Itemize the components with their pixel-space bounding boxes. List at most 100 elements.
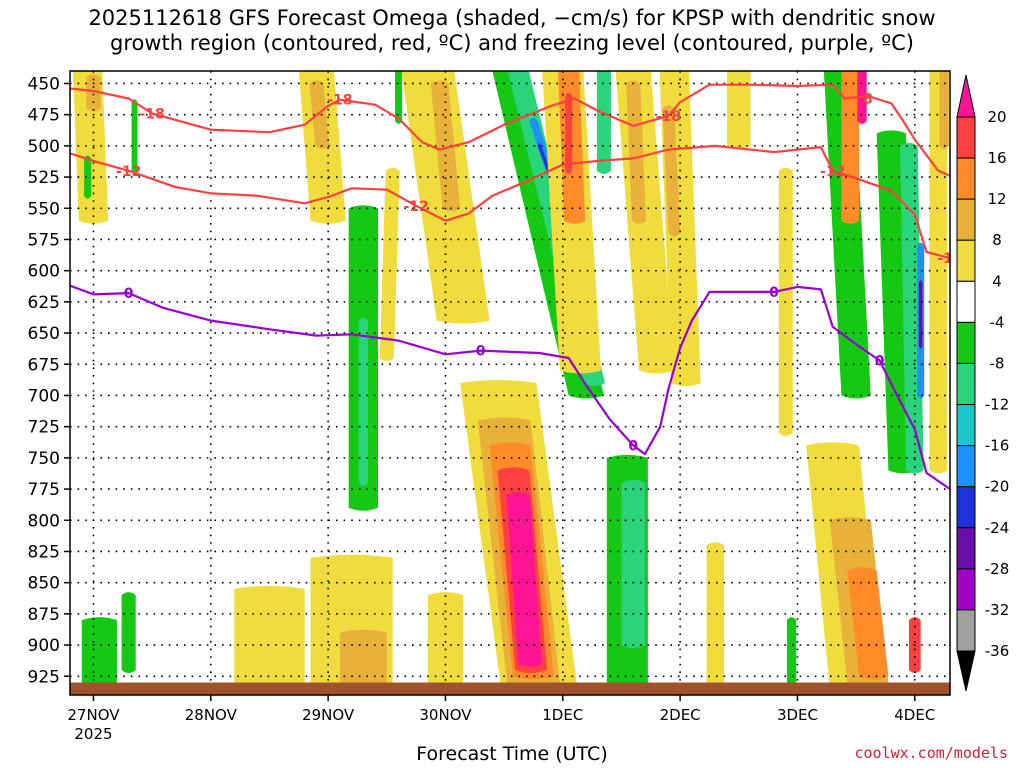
y-tick-label-900: 900 [28,636,60,656]
y-tick-label-650: 650 [28,324,60,344]
shade-orange-early-top [86,74,101,112]
colorbar-cap-top [956,74,976,118]
axes: 450 475 500 525 550 575 600 625 650 675 700 725 750 7… [28,70,951,743]
svg-text:-18: -18 [327,93,352,109]
shade-green-low-day0 [81,617,117,692]
contour-lines: -18 -18 -18 -12 -12 -12 -12 0 0 0 0 0 8 [70,83,962,491]
contour-label-minus12-c: -12 [820,164,845,180]
chart-title: 2025112618 GFS Forecast Omega (shaded, −… [88,6,936,55]
y-tick-label-450: 450 [28,74,60,94]
svg-text:-12: -12 [820,164,845,180]
shade-purple-right [918,280,923,349]
shade-yellow-day2-b [379,167,400,362]
shade-teal-day45 [596,71,611,174]
contour-label-zero-e: 0 [875,354,885,370]
x-tick-label-29NOV: 29NOV [302,706,355,724]
colorbar-label-1: 16 [987,149,1006,167]
colorbar-swatch-5 [956,321,976,364]
shade-yellow-day52 [706,542,725,692]
shade-teal-day2 [358,317,369,486]
shade-pink-plume [506,492,542,667]
x-axis-title: Forecast Time (UTC) [416,743,608,765]
colorbar-swatch-12 [956,609,976,652]
terrain-strip [70,682,950,695]
x-tick-label-30NOV: 30NOV [419,706,472,724]
x-tick-label-3DEC: 3DEC [777,706,818,724]
colorbar-label-5: -4 [990,313,1005,331]
colorbar-label-2: 12 [987,190,1006,208]
y-tick-label-850: 850 [28,574,60,594]
colorbar-swatch-1 [956,157,976,200]
colorbar-swatch-8 [956,445,976,488]
colorbar-label-10: -24 [985,519,1010,537]
colorbar-label-11: -28 [985,560,1010,578]
colorbar-label-12: -32 [985,601,1010,619]
colorbar-swatch-4 [956,280,976,323]
shade-orange-day45 [626,80,647,224]
colorbar-label-13: -36 [985,642,1010,660]
colorbar-swatch-0 [956,116,976,159]
svg-text:-18: -18 [656,109,681,125]
contour-label-minus12-b: -12 [403,199,428,215]
colorbar-label-7: -12 [985,396,1010,414]
contour-label-minus12-a: -12 [116,164,141,180]
x-tick-label-28NOV: 28NOV [185,706,238,724]
y-tick-label-625: 625 [28,293,60,313]
colorbar-label-9: -20 [985,478,1010,496]
contour-label-zero-b: 0 [476,344,486,360]
y-tick-label-675: 675 [28,355,60,375]
shade-teal-low-dec1 [621,479,645,649]
shade-green-day0-b [84,155,92,199]
y-tick-label-575: 575 [28,230,60,250]
shade-green-day3 [395,71,403,124]
shade-green-right-a [823,71,871,399]
contour-1 [70,144,950,260]
contour-label-zero-c: 0 [628,438,638,454]
svg-text:0: 0 [476,344,486,360]
shade-orange-day2 [309,80,330,149]
svg-text:0: 0 [628,438,638,454]
colorbar-swatch-10 [956,527,976,570]
shade-green-low-day0-b [121,592,136,674]
contour-label-zero-a: 0 [124,286,134,302]
colorbar-label-0: 20 [987,108,1006,126]
contour-0 [70,83,950,177]
colorbar-swatch-3 [956,239,976,282]
x-tick-label-4DEC: 4DEC [894,706,935,724]
shade-orange-right [939,71,949,149]
y-tick-label-550: 550 [28,199,60,219]
contour-label-minus12-d: -12 [937,251,962,267]
x-tick-label-2DEC: 2DEC [660,706,701,724]
contour-label-minus18-a: -18 [139,106,164,122]
contour-label-8: 8 [863,91,873,107]
svg-text:-12: -12 [403,199,428,215]
y-tick-label-525: 525 [28,168,60,188]
colorbar-swatch-2 [956,198,976,241]
shade-red-day4 [565,92,573,174]
y-tick-label-825: 825 [28,542,60,562]
colorbar-label-8: -16 [985,437,1010,455]
colorbar-swatch-7 [956,404,976,447]
svg-text:-12: -12 [116,164,141,180]
y-tick-label-750: 750 [28,449,60,469]
colorbar-swatch-6 [956,362,976,406]
colorbar-swatch-11 [956,568,976,611]
y-tick-label-475: 475 [28,106,60,126]
svg-text:-12: -12 [937,251,962,267]
y-tick-label-500: 500 [28,137,60,157]
svg-text:0: 0 [124,286,134,302]
colorbar-swatch-9 [956,486,976,529]
contour-label-zero-d: 0 [769,285,779,301]
shade-orange-right-a [841,71,860,224]
contour-label-minus18-b: -18 [327,93,352,109]
shade-orange-day3 [430,80,461,212]
svg-text:-18: -18 [139,106,164,122]
y-tick-label-875: 875 [28,605,60,625]
credit-link[interactable]: coolwx.com/models [854,744,1008,762]
contour-label-minus18-c: -18 [656,109,681,125]
y-tick-label-775: 775 [28,480,60,500]
svg-text:0: 0 [875,354,885,370]
shade-green-right-low [786,617,797,692]
colorbar: 20 16 12 8 4 -4 -8 -12 -16 -20 -24 -28 -32 -36 [956,74,1010,692]
